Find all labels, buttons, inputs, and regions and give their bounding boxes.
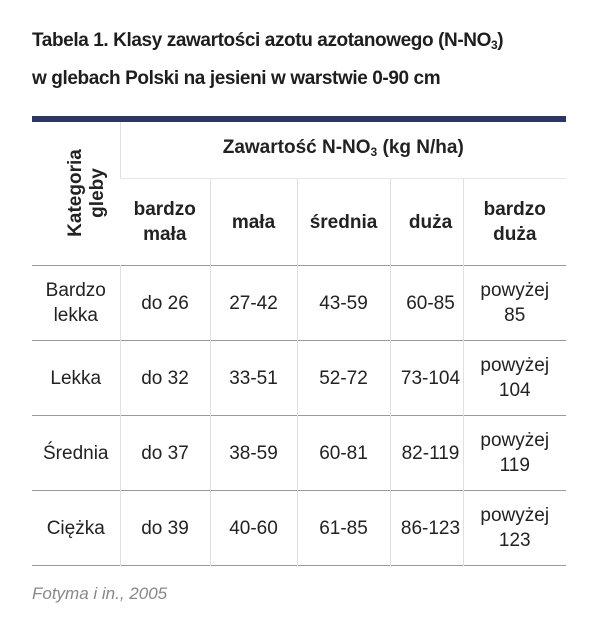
cell: 38-59: [209, 415, 297, 491]
cell-text: 82-119: [401, 442, 460, 464]
cell: powyżej 85: [462, 265, 566, 341]
cell-text: powyżej 104: [480, 355, 550, 401]
column-header: mała: [209, 178, 297, 266]
row-header: Bardzo lekka: [32, 266, 120, 341]
column-header: bardzo mała: [120, 179, 210, 266]
subscript: 3: [490, 38, 498, 52]
cell: powyżej 123: [462, 490, 566, 566]
title-text: ): [497, 30, 504, 51]
cell-text: 40-60: [229, 517, 278, 539]
cell-text: do 39: [141, 517, 189, 539]
row-header: Średnia: [32, 416, 120, 491]
group-header: Zawartość N-NO3 (kg N/ha): [119, 122, 566, 179]
column-header: średnia: [296, 178, 390, 266]
cell: 82-119: [389, 415, 463, 491]
cell-text: 60-85: [406, 292, 455, 314]
cell: powyżej 104: [462, 340, 566, 416]
column-header-text: duża: [408, 211, 453, 233]
header-text: (kg N/ha): [377, 137, 464, 158]
cell-text: powyżej 85: [480, 280, 550, 326]
cell: powyżej 119: [462, 415, 566, 491]
row-header: Lekka: [32, 341, 120, 416]
column-header: duża: [389, 178, 463, 266]
header-text: Zawartość N-NO: [222, 137, 371, 158]
title-text: Tabela 1. Klasy zawartości azotu azotano…: [32, 30, 491, 51]
header-row: Kategoria gleby Zawartość N-NO3 (kg N/ha…: [32, 122, 566, 237]
cell-text: 61-85: [319, 517, 368, 539]
data-row: Ciężka do 39 40-60 61-85 86-123 powyżej 123: [32, 490, 566, 566]
cell: 86-123: [389, 490, 463, 566]
column-header-text: mała: [231, 211, 276, 233]
cell-text: do 37: [141, 442, 189, 464]
column-header: bardzo duża: [462, 178, 566, 266]
cell: 40-60: [209, 490, 297, 566]
cell-text: powyżej 123: [480, 505, 550, 551]
cell-text: 60-81: [319, 442, 368, 464]
table: Kategoria gleby Zawartość N-NO3 (kg N/ha…: [32, 122, 566, 566]
column-header-text: bardzo mała: [133, 199, 196, 245]
data-row: Średnia do 37 38-59 60-81 82-119 powyżej 119: [32, 415, 566, 491]
cell: do 26: [119, 265, 210, 341]
cell-text: Bardzo lekka: [45, 280, 106, 326]
cell: do 39: [119, 490, 210, 566]
data-row: Lekka do 32 33-51 52-72 73-104 powyżej 104: [32, 340, 566, 416]
cell: 60-81: [296, 415, 390, 491]
corner-cell: Kategoria gleby: [32, 122, 120, 266]
cell: 61-85: [296, 490, 390, 566]
cell: 60-85: [389, 265, 463, 341]
title-line: w glebach Polski na jesieni w warstwie 0…: [32, 68, 441, 89]
cell: 27-42: [209, 265, 297, 341]
cell: do 32: [119, 340, 210, 416]
cell-text: powyżej 119: [480, 430, 550, 476]
cell-text: do 26: [141, 292, 189, 314]
title-line: Tabela 1. Klasy zawartości azotu azotano…: [32, 24, 504, 62]
cell-text: 27-42: [229, 292, 278, 314]
cell: 52-72: [296, 340, 390, 416]
corner-label: Kategoria gleby: [65, 149, 108, 237]
cell-text: 52-72: [319, 367, 368, 389]
title: Tabela 1. Klasy zawartości azotu azotano…: [32, 24, 504, 96]
row-header: Ciężka: [32, 491, 120, 566]
cell-text: 73-104: [400, 367, 461, 389]
data-row: Bardzo lekka do 26 27-42 43-59 60-85 powyżej …: [32, 265, 566, 341]
cell-text: 33-51: [229, 367, 278, 389]
column-header-text: średnia: [309, 211, 378, 233]
cell: 73-104: [389, 340, 463, 416]
cell-text: 86-123: [400, 517, 461, 539]
cell-text: Średnia: [43, 442, 109, 464]
cell: 33-51: [209, 340, 297, 416]
column-header-row: bardzo mała mała średnia duża bardzo duża: [32, 178, 566, 266]
rule-bar: [32, 116, 566, 122]
cell-text: Lekka: [50, 367, 102, 389]
cell-text: 38-59: [229, 442, 278, 464]
cell: 43-59: [296, 265, 390, 341]
cell: do 37: [119, 415, 210, 491]
cell-text: Ciężka: [46, 517, 105, 539]
subscript: 3: [370, 145, 378, 159]
source: Fotyma i in., 2005: [32, 584, 168, 603]
cell-text: 43-59: [319, 292, 368, 314]
cell-text: do 32: [141, 367, 189, 389]
column-header-text: bardzo duża: [483, 199, 546, 245]
